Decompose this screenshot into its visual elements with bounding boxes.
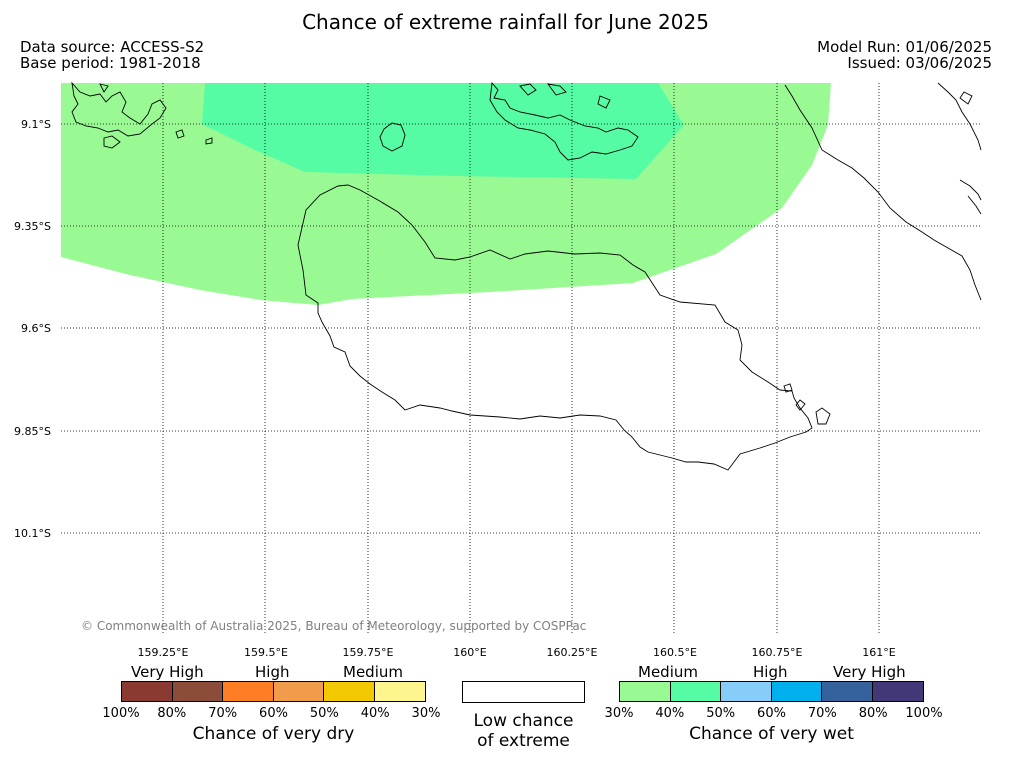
wet-tick-label: 30% xyxy=(604,706,634,721)
issued-date: Issued: 03/06/2025 xyxy=(847,54,992,72)
wet-tick-label: 80% xyxy=(858,706,888,721)
dry-category-medium: Medium xyxy=(343,663,403,681)
lon-label: 159.25°E xyxy=(138,646,189,659)
dry-tick-label: 80% xyxy=(157,706,187,721)
wet-swatch xyxy=(721,682,772,701)
dry-tick-label: 50% xyxy=(309,706,339,721)
lon-label: 159.75°E xyxy=(343,646,394,659)
wet-tick-label: 70% xyxy=(807,706,837,721)
base-period: Base period: 1981-2018 xyxy=(20,54,201,72)
dry-category-high: High xyxy=(255,663,290,681)
dry-swatch xyxy=(172,682,223,701)
data-source: Data source: ACCESS-S2 xyxy=(20,38,205,56)
dry-tick-label: 40% xyxy=(360,706,390,721)
dry-swatch xyxy=(223,682,274,701)
wet-swatch xyxy=(620,682,671,701)
florida-islands-coastline xyxy=(489,81,639,161)
malaita-coastline xyxy=(784,84,982,301)
lon-label: 160°E xyxy=(453,646,486,659)
wet-tick-label: 40% xyxy=(655,706,685,721)
dry-caption: Chance of very dry xyxy=(192,724,355,744)
dry-tick-label: 100% xyxy=(102,706,140,721)
dry-swatch xyxy=(374,682,425,701)
wet-swatch xyxy=(771,682,822,701)
wet-tick-label: 50% xyxy=(706,706,736,721)
wet-swatch xyxy=(822,682,873,701)
dry-swatch xyxy=(324,682,375,701)
wet-tick-label: 60% xyxy=(757,706,786,721)
guadalcanal-coastline xyxy=(297,184,813,471)
data-source-info: Data source: ACCESS-S2 Base period: 1981… xyxy=(20,39,204,71)
lon-label: 160.5°E xyxy=(653,646,697,659)
wet-colorbar xyxy=(619,681,924,702)
lat-label: 9.1°S xyxy=(21,118,51,131)
lat-label: 10.1°S xyxy=(14,527,51,540)
wet-swatch xyxy=(872,682,923,701)
lon-label: 161°E xyxy=(862,646,895,659)
latitude-labels: 9.1°S 9.35°S 9.6°S 9.85°S 10.1°S xyxy=(14,118,51,540)
wet-tick-label: 100% xyxy=(905,706,943,721)
lat-label: 9.6°S xyxy=(21,322,51,335)
low-chance-swatch xyxy=(462,681,585,703)
dry-tick-label: 60% xyxy=(259,706,288,721)
lon-label: 159.5°E xyxy=(244,646,288,659)
model-run: Model Run: 01/06/2025 xyxy=(817,38,992,56)
dry-tick-label: 30% xyxy=(411,706,441,721)
dry-tick-label: 70% xyxy=(208,706,238,721)
low-chance-line1: Low chance xyxy=(473,711,574,731)
model-run-info: Model Run: 01/06/2025 Issued: 03/06/2025 xyxy=(817,39,992,71)
longitude-labels: 159.25°E 159.5°E 159.75°E 160°E 160.25°E… xyxy=(138,646,896,659)
dry-swatch xyxy=(122,682,173,701)
lon-label: 160.75°E xyxy=(752,646,803,659)
lat-label: 9.85°S xyxy=(14,425,51,438)
copyright-notice: © Commonwealth of Australia 2025, Bureau… xyxy=(81,619,587,633)
coastline xyxy=(71,81,982,471)
dry-colorbar xyxy=(121,681,426,702)
dry-category-very-high: Very High xyxy=(131,663,204,681)
wet-caption: Chance of very wet xyxy=(689,724,854,744)
low-chance-line2: of extreme xyxy=(477,731,570,751)
lon-label: 160.25°E xyxy=(547,646,598,659)
wet-swatch xyxy=(670,682,721,701)
wet-category-very-high: Very High xyxy=(833,663,906,681)
graticule xyxy=(61,83,982,635)
low-chance-caption: Low chance of extreme xyxy=(462,711,585,751)
map-title: Chance of extreme rainfall for June 2025 xyxy=(302,10,709,34)
lat-label: 9.35°S xyxy=(14,220,51,233)
wet-category-high: High xyxy=(753,663,788,681)
wet-category-medium: Medium xyxy=(638,663,698,681)
dry-swatch xyxy=(273,682,324,701)
